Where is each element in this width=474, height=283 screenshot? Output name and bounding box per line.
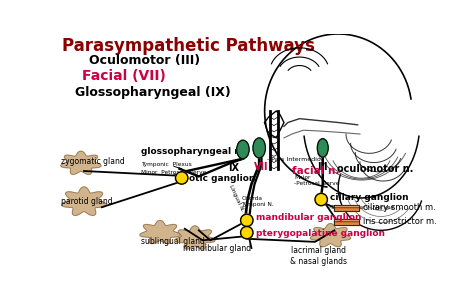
Text: Parasympathetic Pathways: Parasympathetic Pathways bbox=[63, 37, 315, 55]
Text: - Pars Intermedio: - Pars Intermedio bbox=[267, 157, 321, 162]
Text: ciliary ganglion: ciliary ganglion bbox=[330, 194, 409, 202]
Text: ciliary smooth m.: ciliary smooth m. bbox=[363, 203, 436, 213]
Text: Minor  Petrosal  Nerve: Minor Petrosal Nerve bbox=[141, 170, 206, 175]
Text: oculomotor n.: oculomotor n. bbox=[337, 164, 413, 174]
Circle shape bbox=[175, 172, 188, 184]
Text: glossopharyngeal n.: glossopharyngeal n. bbox=[141, 147, 244, 156]
Bar bbox=[334, 210, 359, 211]
Text: mandibular gland: mandibular gland bbox=[183, 243, 251, 252]
Text: -Short  Ciliary  Nerves: -Short Ciliary Nerves bbox=[329, 205, 394, 210]
Text: pterygopalatine ganglion: pterygopalatine ganglion bbox=[256, 229, 385, 238]
Polygon shape bbox=[310, 224, 351, 247]
Text: Facial (VII): Facial (VII) bbox=[82, 69, 166, 83]
Bar bbox=[334, 209, 359, 210]
Polygon shape bbox=[140, 220, 180, 244]
Polygon shape bbox=[62, 187, 107, 215]
Text: Tymponic  Plexus: Tymponic Plexus bbox=[141, 162, 191, 167]
Text: parotid gland: parotid gland bbox=[61, 197, 112, 206]
Circle shape bbox=[241, 226, 253, 239]
Ellipse shape bbox=[237, 140, 249, 159]
Text: IX: IX bbox=[228, 163, 239, 173]
Text: Glossopharyngeal (IX): Glossopharyngeal (IX) bbox=[75, 85, 230, 98]
Text: sublingual gland: sublingual gland bbox=[141, 237, 204, 246]
Text: otic ganglion: otic ganglion bbox=[190, 174, 256, 183]
Polygon shape bbox=[175, 226, 215, 249]
Bar bbox=[334, 221, 359, 222]
Bar bbox=[334, 220, 359, 221]
Text: zygomatic gland: zygomatic gland bbox=[61, 156, 125, 166]
Bar bbox=[334, 208, 359, 209]
Bar bbox=[334, 223, 359, 224]
Bar bbox=[334, 224, 359, 225]
Bar bbox=[334, 222, 359, 223]
Ellipse shape bbox=[317, 139, 328, 157]
Text: mandibular ganglion: mandibular ganglion bbox=[256, 213, 362, 222]
Text: Chorda
Tymponi N.: Chorda Tymponi N. bbox=[241, 196, 274, 207]
Text: Major
-Petrosal Nerve: Major -Petrosal Nerve bbox=[294, 175, 339, 186]
Text: III: III bbox=[318, 162, 328, 172]
Text: lacrimal gland
& nasal glands: lacrimal gland & nasal glands bbox=[291, 246, 347, 266]
Circle shape bbox=[241, 214, 253, 226]
Polygon shape bbox=[61, 151, 101, 174]
Text: Oculomotor (III): Oculomotor (III) bbox=[89, 54, 200, 67]
Text: VII: VII bbox=[254, 162, 268, 172]
Bar bbox=[334, 205, 359, 206]
Bar bbox=[334, 206, 359, 207]
Bar bbox=[334, 219, 359, 220]
Text: facial n.: facial n. bbox=[292, 166, 339, 176]
Text: Lingual N.: Lingual N. bbox=[228, 184, 245, 213]
Ellipse shape bbox=[253, 138, 265, 158]
Bar bbox=[334, 207, 359, 208]
Text: iris constrictor m.: iris constrictor m. bbox=[363, 217, 437, 226]
Circle shape bbox=[315, 193, 328, 206]
